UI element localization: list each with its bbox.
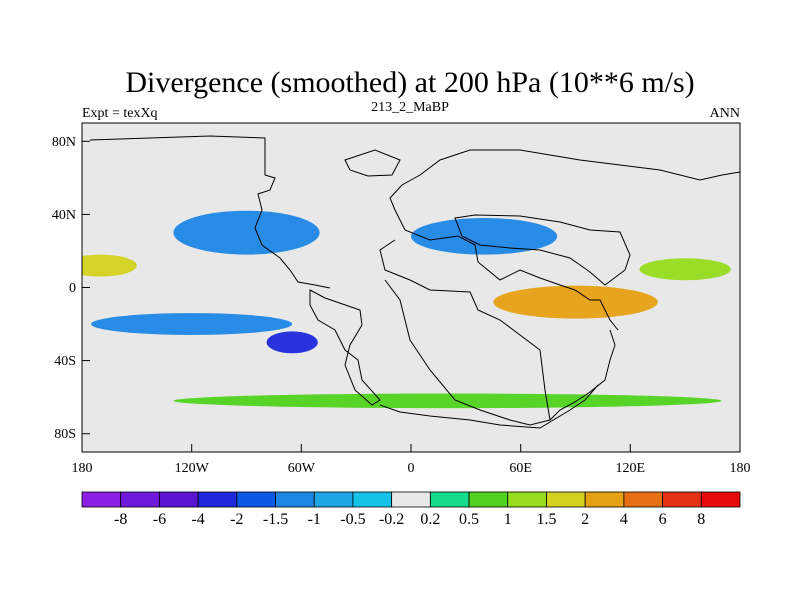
field-region-indian-ocean-divergence — [493, 285, 658, 319]
colorbar-level-label: -4 — [191, 511, 204, 528]
field-region-south-america-convergence — [266, 331, 318, 354]
field-region-asia-convergence — [411, 218, 558, 255]
antarctic-coastline — [379, 384, 599, 429]
eurasia-coastline — [389, 149, 740, 211]
colorbar-swatch — [352, 491, 393, 508]
plot-area — [81, 122, 741, 453]
field-region-south-pacific-convergence — [91, 313, 293, 336]
colorbar-swatch — [159, 491, 199, 508]
colorbar-swatch — [623, 491, 663, 508]
colorbar-swatch — [700, 491, 741, 508]
colorbar-swatch — [197, 491, 238, 508]
y-tick-label: 40S — [54, 354, 76, 369]
run-label: 213_2_MaBP — [371, 100, 449, 115]
y-tick-label: 0 — [69, 281, 76, 296]
colorbar-swatch — [391, 491, 431, 508]
field-region-southern-ocean-band — [173, 393, 722, 409]
colorbar-level-label: 2 — [581, 511, 589, 528]
x-tick: 120E — [616, 444, 646, 476]
colorbar-level-label: 1 — [504, 511, 512, 528]
colorbar-level-label: 0.5 — [459, 511, 479, 528]
colorbar-level-label: -1 — [308, 511, 321, 528]
x-tick-label: 180 — [72, 461, 93, 476]
x-tick-label: 60E — [509, 461, 532, 476]
x-tick: 180 — [730, 444, 751, 476]
x-tick: 60W — [288, 444, 316, 476]
y-tick: 40N — [52, 208, 90, 223]
colorbar-swatch — [546, 491, 586, 508]
colorbar-level-label: -1.5 — [263, 511, 288, 528]
colorbar-swatch — [468, 491, 509, 508]
south-america-coastline — [309, 289, 381, 406]
colorbar-swatch — [236, 491, 276, 508]
x-axis: 180 120W 60W 0 60E 120E 180 — [72, 444, 751, 476]
y-axis: 80N 40N 0 40S 80S — [52, 135, 90, 442]
africa-coastline — [379, 239, 551, 426]
asia-south-coastline — [477, 261, 619, 331]
chart-title: Divergence (smoothed) at 200 hPa (10**6 … — [125, 66, 694, 99]
x-tick: 180 — [72, 444, 93, 476]
colorbar-swatch — [662, 491, 702, 508]
colorbar-level-label: -2 — [230, 511, 243, 528]
colorbar-level-label: 4 — [620, 511, 628, 528]
x-tick-label: 120W — [175, 461, 210, 476]
y-tick-label: 40N — [52, 208, 76, 223]
coastlines — [89, 135, 740, 429]
field-region-north-atlantic-convergence — [173, 210, 320, 255]
europe-mediterranean-coastline — [394, 209, 479, 263]
colorbar-level-label: 6 — [659, 511, 667, 528]
colorbar-level-label: -0.5 — [340, 511, 365, 528]
y-tick: 80S — [54, 427, 90, 442]
colorbar-swatch — [313, 491, 354, 508]
y-tick-label: 80N — [52, 135, 76, 150]
colorbar-swatch — [584, 491, 625, 508]
colorbar-level-label: 8 — [697, 511, 705, 528]
x-tick: 60E — [509, 444, 532, 476]
colorbar-swatch — [81, 491, 122, 508]
colorbar-level-label: -6 — [153, 511, 166, 528]
x-tick-label: 0 — [408, 461, 415, 476]
y-tick-label: 80S — [54, 427, 76, 442]
colorbar-swatch — [429, 491, 470, 508]
colorbar-swatch — [507, 491, 547, 508]
colorbar-swatch — [120, 491, 160, 508]
x-tick-label: 120E — [616, 461, 646, 476]
experiment-label: Expt = texXq — [82, 106, 158, 121]
colorbar-level-label: 1.5 — [536, 511, 556, 528]
colorbar-level-label: -0.2 — [379, 511, 404, 528]
colorbar: -8 -6 -4 -2 -1.5 -1 -0.5 -0.2 0.2 0.5 1 1.5 2 4 6 8 — [81, 491, 741, 528]
colorbar-swatch — [275, 491, 315, 508]
colorbar-level-label: 0.2 — [420, 511, 440, 528]
y-tick: 40S — [54, 354, 90, 369]
greenland-coastline — [344, 149, 401, 177]
x-tick-label: 60W — [288, 461, 316, 476]
y-tick: 80N — [52, 135, 90, 150]
x-tick: 0 — [408, 444, 415, 476]
north-america-coastline — [89, 135, 331, 289]
field-region-equatorial-pacific-west — [82, 254, 137, 277]
season-label: ANN — [710, 106, 740, 121]
x-tick: 120W — [175, 444, 210, 476]
colorbar-level-label: -8 — [114, 511, 127, 528]
y-tick: 0 — [69, 281, 90, 296]
divergence-field — [82, 210, 731, 409]
tibet-plateau-outline — [454, 214, 631, 286]
field-region-western-pacific-divergence — [639, 258, 731, 281]
x-tick-label: 180 — [730, 461, 751, 476]
